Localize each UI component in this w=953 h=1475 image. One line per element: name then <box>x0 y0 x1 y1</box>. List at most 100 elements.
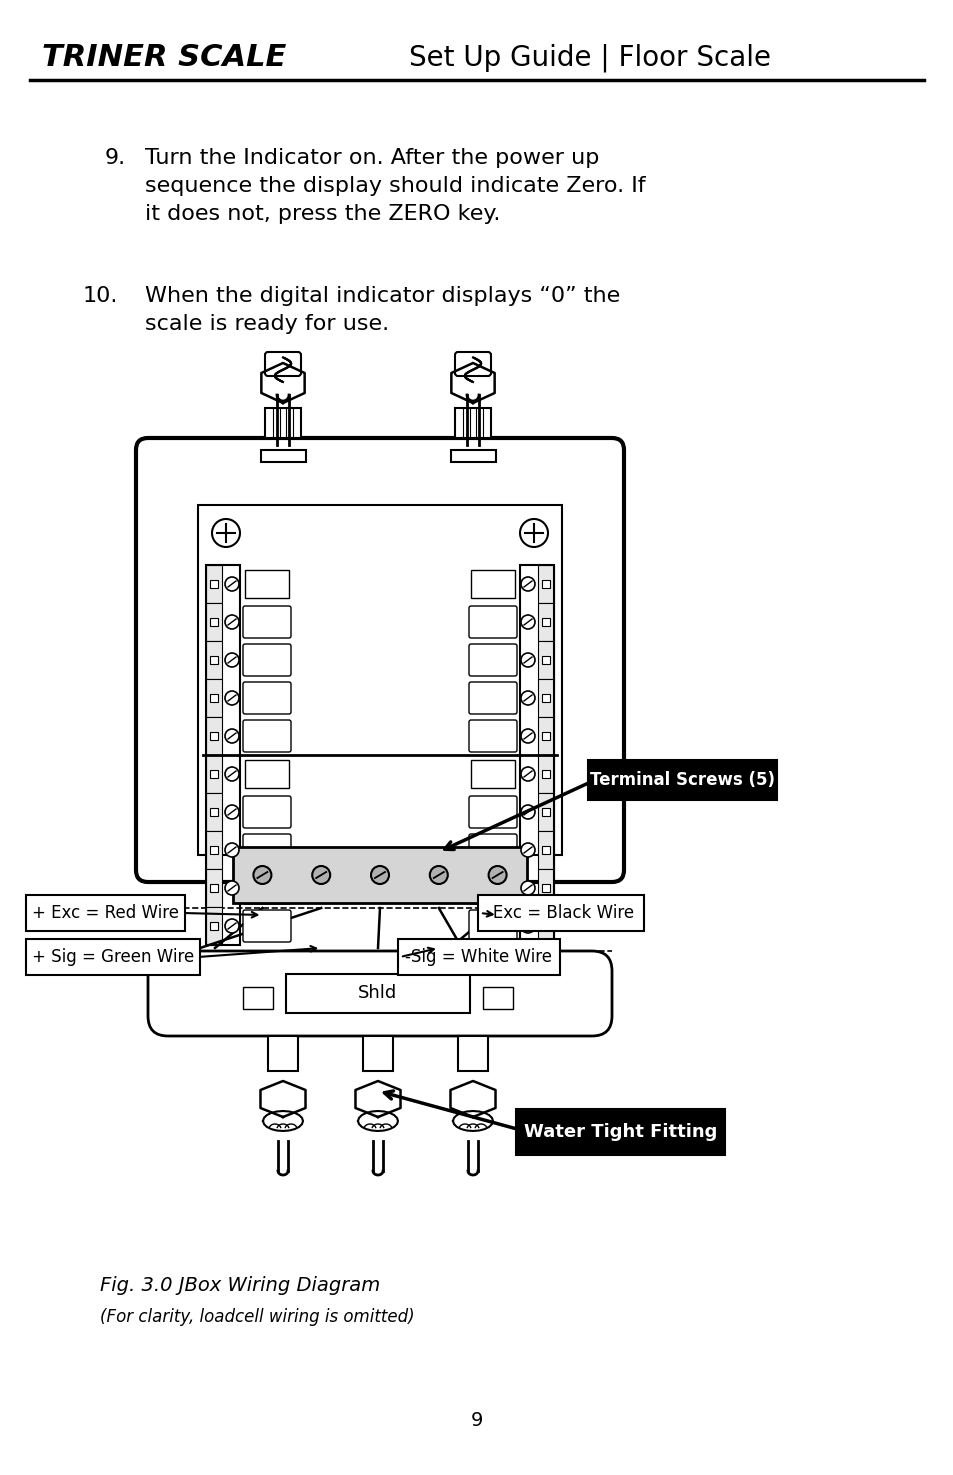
Circle shape <box>520 919 535 934</box>
FancyBboxPatch shape <box>471 760 515 788</box>
Polygon shape <box>451 363 495 403</box>
Circle shape <box>225 690 239 705</box>
FancyBboxPatch shape <box>206 717 222 755</box>
FancyBboxPatch shape <box>206 603 222 642</box>
Text: (For clarity, loadcell wiring is omitted): (For clarity, loadcell wiring is omitted… <box>100 1308 415 1326</box>
Circle shape <box>520 805 535 819</box>
FancyBboxPatch shape <box>148 951 612 1035</box>
Circle shape <box>520 577 535 591</box>
FancyBboxPatch shape <box>233 847 526 903</box>
Circle shape <box>225 881 239 895</box>
FancyBboxPatch shape <box>243 645 291 676</box>
FancyBboxPatch shape <box>451 450 496 462</box>
Circle shape <box>520 729 535 743</box>
Circle shape <box>519 519 547 547</box>
Bar <box>541 884 550 892</box>
Bar <box>541 770 550 777</box>
Bar <box>541 847 550 854</box>
FancyBboxPatch shape <box>26 895 185 931</box>
Text: + Sig = Green Wire: + Sig = Green Wire <box>31 948 193 966</box>
FancyBboxPatch shape <box>537 717 554 755</box>
FancyBboxPatch shape <box>245 760 289 788</box>
Polygon shape <box>355 1081 400 1117</box>
Bar <box>457 1035 488 1071</box>
Polygon shape <box>260 1081 305 1117</box>
FancyBboxPatch shape <box>265 409 301 438</box>
FancyBboxPatch shape <box>587 760 776 799</box>
FancyBboxPatch shape <box>206 678 222 717</box>
Text: Shld: Shld <box>358 984 397 1003</box>
Circle shape <box>212 519 240 547</box>
Text: 10.: 10. <box>83 286 118 305</box>
FancyBboxPatch shape <box>537 642 554 678</box>
Text: Set Up Guide | Floor Scale: Set Up Guide | Floor Scale <box>409 44 770 72</box>
Bar <box>541 732 550 740</box>
Polygon shape <box>263 1111 303 1131</box>
Bar <box>541 580 550 589</box>
Circle shape <box>520 653 535 667</box>
Bar <box>210 922 218 931</box>
Bar <box>210 656 218 664</box>
FancyBboxPatch shape <box>198 504 561 856</box>
Circle shape <box>253 866 271 884</box>
FancyBboxPatch shape <box>537 755 554 794</box>
Bar <box>541 922 550 931</box>
FancyBboxPatch shape <box>243 606 291 639</box>
FancyBboxPatch shape <box>537 794 554 830</box>
FancyBboxPatch shape <box>286 974 470 1013</box>
FancyBboxPatch shape <box>455 353 491 376</box>
Bar <box>541 656 550 664</box>
Text: When the digital indicator displays “0” the
scale is ready for use.: When the digital indicator displays “0” … <box>145 286 619 333</box>
FancyBboxPatch shape <box>136 438 623 882</box>
FancyBboxPatch shape <box>469 872 517 904</box>
Circle shape <box>225 577 239 591</box>
Polygon shape <box>450 1081 495 1117</box>
Circle shape <box>488 866 506 884</box>
Circle shape <box>520 767 535 780</box>
Text: -Sig = White Wire: -Sig = White Wire <box>405 948 552 966</box>
Bar <box>210 618 218 625</box>
Text: Turn the Indicator on. After the power up
sequence the display should indicate Z: Turn the Indicator on. After the power u… <box>145 148 645 224</box>
Text: Fig. 3.0 JBox Wiring Diagram: Fig. 3.0 JBox Wiring Diagram <box>100 1276 380 1295</box>
Text: 9.: 9. <box>105 148 126 168</box>
FancyBboxPatch shape <box>469 833 517 866</box>
FancyBboxPatch shape <box>245 569 289 597</box>
FancyBboxPatch shape <box>469 681 517 714</box>
Circle shape <box>225 653 239 667</box>
FancyBboxPatch shape <box>537 869 554 907</box>
Circle shape <box>520 690 535 705</box>
Text: Terminal Screws (5): Terminal Screws (5) <box>589 771 774 789</box>
FancyBboxPatch shape <box>206 794 222 830</box>
Circle shape <box>430 866 447 884</box>
FancyBboxPatch shape <box>206 907 222 945</box>
FancyBboxPatch shape <box>469 910 517 943</box>
Text: Water Tight Fitting: Water Tight Fitting <box>523 1122 717 1142</box>
Circle shape <box>225 919 239 934</box>
Circle shape <box>225 844 239 857</box>
Circle shape <box>225 615 239 628</box>
FancyBboxPatch shape <box>206 565 222 603</box>
Bar <box>541 808 550 816</box>
Bar <box>210 732 218 740</box>
FancyBboxPatch shape <box>243 720 291 752</box>
FancyBboxPatch shape <box>469 645 517 676</box>
FancyBboxPatch shape <box>397 940 559 975</box>
Polygon shape <box>357 1111 397 1131</box>
Bar <box>210 770 218 777</box>
FancyBboxPatch shape <box>243 872 291 904</box>
Bar <box>210 580 218 589</box>
Circle shape <box>312 866 330 884</box>
FancyBboxPatch shape <box>537 678 554 717</box>
Bar <box>210 695 218 702</box>
Bar <box>210 847 218 854</box>
FancyBboxPatch shape <box>243 796 291 827</box>
Circle shape <box>225 729 239 743</box>
FancyBboxPatch shape <box>206 869 222 907</box>
Text: 9: 9 <box>471 1410 482 1429</box>
FancyBboxPatch shape <box>469 796 517 827</box>
Bar <box>541 695 550 702</box>
FancyBboxPatch shape <box>243 833 291 866</box>
Polygon shape <box>261 363 304 403</box>
Text: TRINER SCALE: TRINER SCALE <box>42 43 286 72</box>
FancyBboxPatch shape <box>261 450 306 462</box>
